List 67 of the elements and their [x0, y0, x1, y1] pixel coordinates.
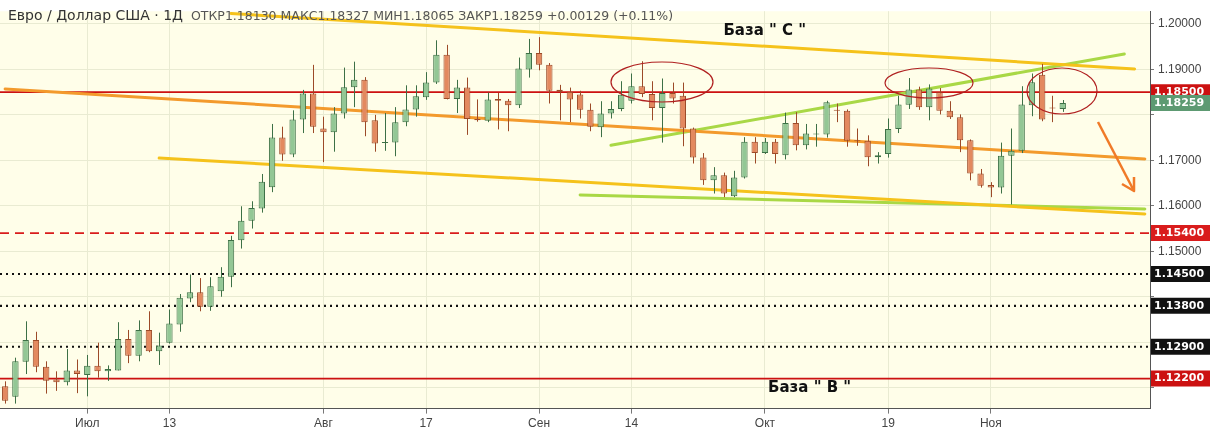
candlestick	[638, 60, 645, 98]
candlestick	[484, 92, 491, 123]
x-tick-label: Сен	[528, 416, 551, 431]
annotation: База " В "	[768, 378, 852, 397]
x-tick-label: 19	[881, 416, 896, 431]
candlestick	[207, 276, 214, 312]
x-tick-label: 13	[162, 416, 177, 431]
candlestick	[535, 36, 543, 71]
y-tick-label: 1.15000	[1158, 243, 1202, 258]
candlestick	[576, 90, 584, 120]
candlestick	[412, 84, 420, 118]
candlestick	[895, 95, 902, 134]
y-tick-label: 1.19000	[1158, 61, 1202, 76]
x-tick-label: Окт	[754, 416, 776, 431]
candlestick	[587, 103, 594, 132]
candlestick	[597, 100, 604, 138]
candlestick	[22, 320, 29, 375]
candlestick	[84, 354, 91, 397]
x-tick-label: 14	[624, 416, 639, 431]
y-tick-label: 1.16000	[1158, 198, 1202, 213]
ref-line-label: 1.15400	[1154, 225, 1205, 239]
y-tick-label: 1.20000	[1158, 16, 1202, 31]
candlestick	[392, 106, 399, 157]
candlestick	[710, 166, 717, 195]
ref-line-label: 1.12900	[1154, 339, 1205, 353]
candlestick	[381, 112, 389, 152]
candlestick	[864, 134, 871, 167]
candlestick	[73, 358, 81, 394]
text: 1.18259	[1154, 95, 1205, 109]
candlestick	[1008, 128, 1015, 205]
candlestick	[63, 348, 70, 386]
candlestick	[166, 308, 173, 345]
candlestick	[94, 342, 101, 379]
candlestick	[125, 329, 132, 364]
chart-title: Евро / Доллар США · 1Д	[8, 7, 183, 23]
ref-line-label: 1.18500	[1154, 84, 1205, 98]
candlestick	[884, 118, 892, 159]
candlestick	[279, 126, 286, 162]
candlestick	[197, 277, 204, 312]
annotation: База " С "	[723, 21, 807, 40]
candlestick	[371, 114, 378, 153]
x-tick-label: 17	[419, 416, 434, 431]
candlestick	[956, 113, 964, 153]
candlestick	[43, 360, 50, 395]
candlestick	[186, 273, 194, 303]
candlestick	[977, 168, 984, 189]
candlestick	[628, 72, 635, 104]
ref-line-label: 1.14500	[1154, 266, 1205, 280]
ref-line-label: 1.12200	[1154, 371, 1205, 385]
candlestick	[936, 87, 943, 115]
candlestick	[248, 200, 255, 230]
ref-line-label: 1.13800	[1154, 298, 1205, 312]
candlestick	[135, 319, 142, 362]
candlestick	[700, 152, 707, 186]
candlestick	[618, 80, 625, 112]
candlestick	[669, 82, 676, 104]
y-tick-label: 1.17000	[1158, 152, 1202, 167]
candlestick	[402, 84, 409, 127]
candlestick	[1, 380, 9, 405]
candlestick	[155, 332, 163, 366]
x-tick-label: Июл	[75, 416, 100, 431]
candlestick	[299, 89, 307, 134]
candlestick	[546, 62, 553, 104]
candlestick	[720, 172, 728, 198]
candlestick	[792, 111, 799, 151]
x-tick-label: Авг	[314, 416, 334, 431]
x-tick-label: Ноя	[979, 416, 1002, 431]
